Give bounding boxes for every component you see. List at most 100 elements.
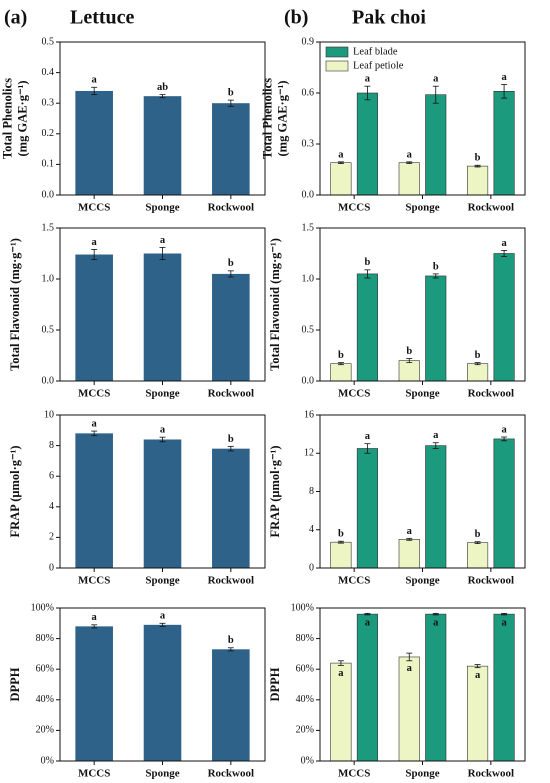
y-tick-label: 20% [36, 725, 54, 736]
y-tick-label: 60% [36, 663, 54, 674]
y-tick-label: 0.3 [42, 97, 55, 108]
error-bar [406, 537, 413, 541]
error-bar [337, 161, 344, 164]
bar [493, 91, 515, 196]
bar [398, 162, 420, 196]
error-bar [474, 164, 481, 168]
bar [330, 363, 352, 382]
x-tick-label: Rockwool [208, 575, 254, 587]
bar [493, 253, 515, 382]
significance-letter: b [228, 434, 234, 445]
significance-letter: a [501, 424, 507, 435]
y-tick-label: 0.0 [302, 375, 315, 386]
bar [330, 162, 352, 196]
y-tick-label: 0.0 [42, 375, 55, 386]
y-tick-label: 0 [49, 562, 54, 573]
significance-letter: b [364, 257, 370, 268]
y-tick-label: 0.9 [302, 36, 315, 47]
y-axis-label: (mg GAE·g⁻¹) [275, 81, 289, 157]
x-tick-label: Sponge [145, 202, 179, 214]
y-tick-label: 0.3 [302, 138, 315, 149]
significance-letter: a [160, 425, 166, 436]
x-tick-label: MCCS [338, 768, 370, 780]
significance-letter: a [92, 237, 98, 248]
error-bar [474, 362, 481, 366]
bar [425, 445, 447, 569]
x-tick-label: Sponge [405, 388, 439, 400]
significance-letter: a [407, 149, 413, 160]
x-tick-label: Rockwool [468, 388, 514, 400]
y-tick-label: 8 [309, 486, 314, 497]
bar [143, 624, 182, 761]
plot-frame [59, 414, 266, 569]
x-tick-label: Rockwool [208, 768, 254, 780]
y-tick-label: 0.6 [302, 87, 315, 98]
significance-letter: ab [157, 82, 168, 93]
y-tick-label: 0% [41, 755, 54, 766]
x-tick-label: Rockwool [208, 202, 254, 214]
y-tick-label: 4 [49, 501, 54, 512]
bar [425, 275, 447, 382]
y-tick-label: 0.0 [42, 189, 55, 200]
y-tick-label: 0.5 [302, 324, 315, 335]
x-tick-label: Sponge [145, 768, 179, 780]
error-bar [91, 624, 98, 629]
significance-letter: a [407, 663, 413, 674]
x-tick-label: MCCS [338, 202, 370, 214]
y-axis-label: DPPH [8, 667, 22, 701]
x-tick-label: Sponge [405, 768, 439, 780]
y-axis-label: DPPH [268, 667, 282, 701]
bar [212, 448, 250, 568]
x-tick-label: Sponge [145, 388, 179, 400]
significance-letter: a [92, 418, 98, 429]
plot-frame [319, 227, 526, 382]
y-axis-label: (mg GAE·g⁻¹) [15, 81, 29, 157]
y-tick-label: 0.1 [42, 159, 55, 170]
error-bar [159, 622, 166, 627]
y-tick-label: 0 [309, 562, 314, 573]
significance-letter: a [338, 668, 344, 679]
significance-letter: b [475, 350, 481, 361]
significance-letter: b [338, 529, 344, 540]
error-bar [364, 269, 371, 279]
significance-letter: b [228, 258, 234, 269]
error-bar [159, 94, 166, 99]
bar [493, 438, 515, 569]
error-bar [474, 541, 481, 545]
significance-letter: b [475, 153, 481, 164]
bar [212, 649, 250, 761]
significance-letter: b [228, 635, 234, 646]
x-tick-label: MCCS [78, 768, 110, 780]
bar [143, 439, 182, 568]
error-bar [432, 612, 439, 616]
plot-frame [319, 414, 526, 569]
bar [75, 90, 113, 195]
x-tick-label: Rockwool [208, 388, 254, 400]
panel-title: Lettuce [70, 7, 135, 29]
error-bar [364, 443, 371, 454]
panel-label: (a) [4, 7, 27, 29]
y-axis-label: Total Phenolics [0, 78, 14, 159]
significance-letter: a [92, 75, 98, 86]
significance-letter: a [407, 526, 413, 537]
significance-letter: a [501, 617, 507, 628]
y-tick-label: 1.0 [42, 273, 55, 284]
y-axis-label: FRAP (μmol·g⁻¹) [268, 445, 282, 537]
error-bar [364, 612, 371, 616]
bar [75, 433, 113, 568]
significance-letter: a [365, 617, 371, 628]
y-axis-label: Total Phenolics [260, 78, 274, 159]
x-tick-label: Sponge [405, 575, 439, 587]
error-bar [337, 660, 344, 666]
significance-letter: a [475, 670, 481, 681]
y-tick-label: 2 [49, 532, 54, 543]
significance-letter: a [365, 431, 371, 442]
y-tick-label: 20% [296, 725, 314, 736]
bar [467, 363, 489, 382]
error-bar [432, 442, 439, 449]
error-bar [406, 358, 413, 364]
x-tick-label: MCCS [78, 388, 110, 400]
bar [356, 613, 378, 762]
bar [212, 103, 250, 195]
